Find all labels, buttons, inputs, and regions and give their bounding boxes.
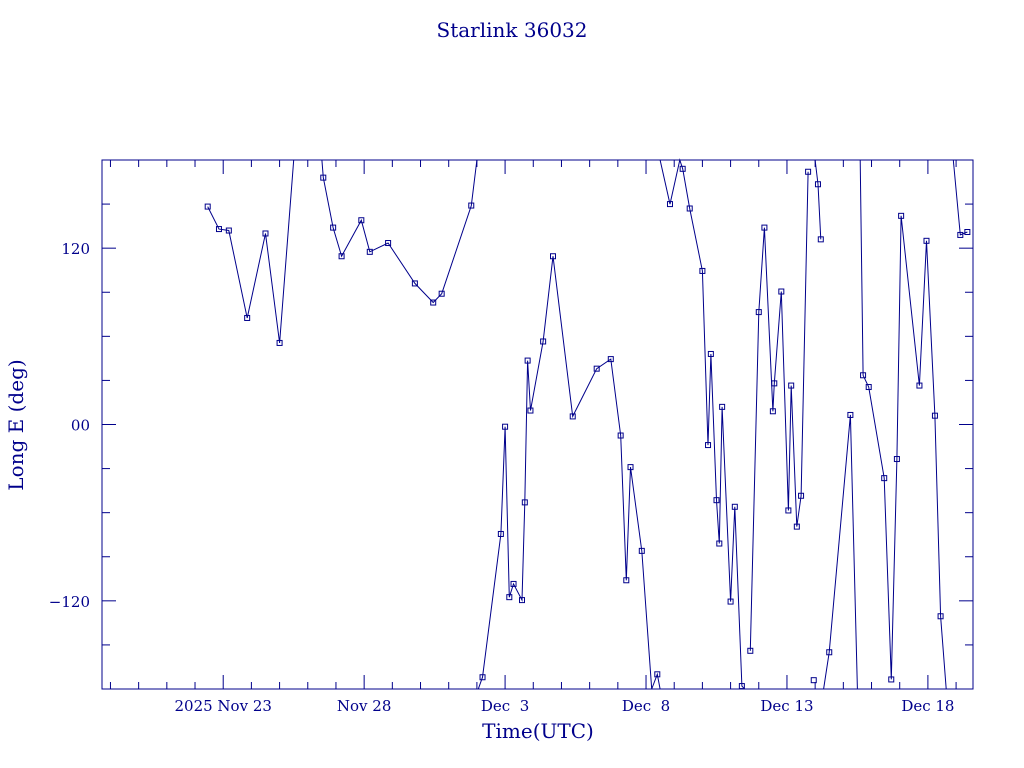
data-point xyxy=(860,372,867,379)
data-point xyxy=(788,382,795,389)
y-tick-label: 00 xyxy=(71,417,90,435)
data-point xyxy=(793,523,800,530)
x-axis-label: Time(UTC) xyxy=(482,719,594,743)
data-point xyxy=(731,503,738,510)
data-point xyxy=(204,203,211,210)
data-point xyxy=(430,299,437,306)
data-point xyxy=(623,577,630,584)
data-point xyxy=(707,350,714,357)
x-tick-label: Dec 18 xyxy=(901,697,954,715)
data-point xyxy=(262,230,269,237)
data-point xyxy=(510,580,517,587)
y-tick-label: 120 xyxy=(61,240,90,258)
data-point xyxy=(497,530,504,537)
data-point xyxy=(817,236,824,243)
data-point xyxy=(225,227,232,234)
data-point xyxy=(411,280,418,287)
data-point xyxy=(699,267,706,274)
data-point xyxy=(771,380,778,387)
data-point xyxy=(527,407,534,414)
data-point xyxy=(769,408,776,415)
data-point xyxy=(931,412,938,419)
data-point xyxy=(330,224,337,231)
series-group xyxy=(204,158,971,690)
data-point xyxy=(679,165,686,172)
chart-title: Starlink 36032 xyxy=(437,18,588,42)
data-point xyxy=(366,248,373,255)
data-point xyxy=(713,497,720,504)
data-point xyxy=(805,168,812,175)
data-point xyxy=(705,442,712,449)
data-point xyxy=(826,649,833,656)
data-point xyxy=(798,492,805,499)
data-point xyxy=(338,253,345,260)
y-axis-label: Long E (deg) xyxy=(4,359,28,490)
data-point xyxy=(716,540,723,547)
x-tick-label: Dec 13 xyxy=(760,697,813,715)
data-point xyxy=(320,174,327,181)
data-point xyxy=(276,339,283,346)
data-point xyxy=(964,229,971,236)
data-point xyxy=(957,231,964,238)
data-point xyxy=(358,217,365,224)
x-tick-label: Dec 3 xyxy=(481,697,529,715)
data-point xyxy=(215,226,222,233)
data-point xyxy=(881,475,888,482)
data-point xyxy=(244,314,251,321)
plot-frame xyxy=(101,159,974,690)
data-point xyxy=(617,432,624,439)
data-point xyxy=(666,201,673,208)
y-axis: 120 00 −120 xyxy=(49,159,973,690)
x-tick-label: Dec 8 xyxy=(622,697,670,715)
data-point xyxy=(627,464,634,471)
x-tick-label: Nov 28 xyxy=(337,697,392,715)
data-point xyxy=(569,413,576,420)
data-point xyxy=(893,456,900,463)
data-point xyxy=(898,212,905,219)
x-tick-label: 2025 Nov 23 xyxy=(174,697,271,715)
data-point xyxy=(518,597,525,604)
data-point xyxy=(747,647,754,654)
data-point xyxy=(761,224,768,231)
data-point xyxy=(916,382,923,389)
data-point xyxy=(550,253,557,260)
data-point xyxy=(847,411,854,418)
data-point xyxy=(937,613,944,620)
data-point xyxy=(865,384,872,391)
data-point xyxy=(468,202,475,209)
data-point xyxy=(719,403,726,410)
data-point xyxy=(638,547,645,554)
data-point xyxy=(654,671,661,678)
data-point xyxy=(521,499,528,506)
x-axis: 2025 Nov 23 Nov 28 Dec 3 Dec 8 Dec 13 Dec 18 xyxy=(109,160,957,715)
data-point xyxy=(888,676,895,683)
data-point xyxy=(923,237,930,244)
data-point xyxy=(506,594,513,601)
data-point xyxy=(755,309,762,316)
data-point xyxy=(686,205,693,212)
data-point xyxy=(540,338,547,345)
data-point xyxy=(810,677,817,684)
data-point xyxy=(502,423,509,430)
data-point xyxy=(524,357,531,364)
data-point xyxy=(778,288,785,295)
data-point xyxy=(738,683,745,690)
data-point xyxy=(607,356,614,363)
data-point xyxy=(438,290,445,297)
data-point xyxy=(727,598,734,605)
data-point xyxy=(593,365,600,372)
series-line xyxy=(207,158,968,690)
data-point xyxy=(785,507,792,514)
plot-area xyxy=(101,159,974,690)
data-point xyxy=(479,674,486,681)
y-tick-label: −120 xyxy=(49,593,90,611)
data-point xyxy=(814,181,821,188)
data-point xyxy=(385,240,392,247)
